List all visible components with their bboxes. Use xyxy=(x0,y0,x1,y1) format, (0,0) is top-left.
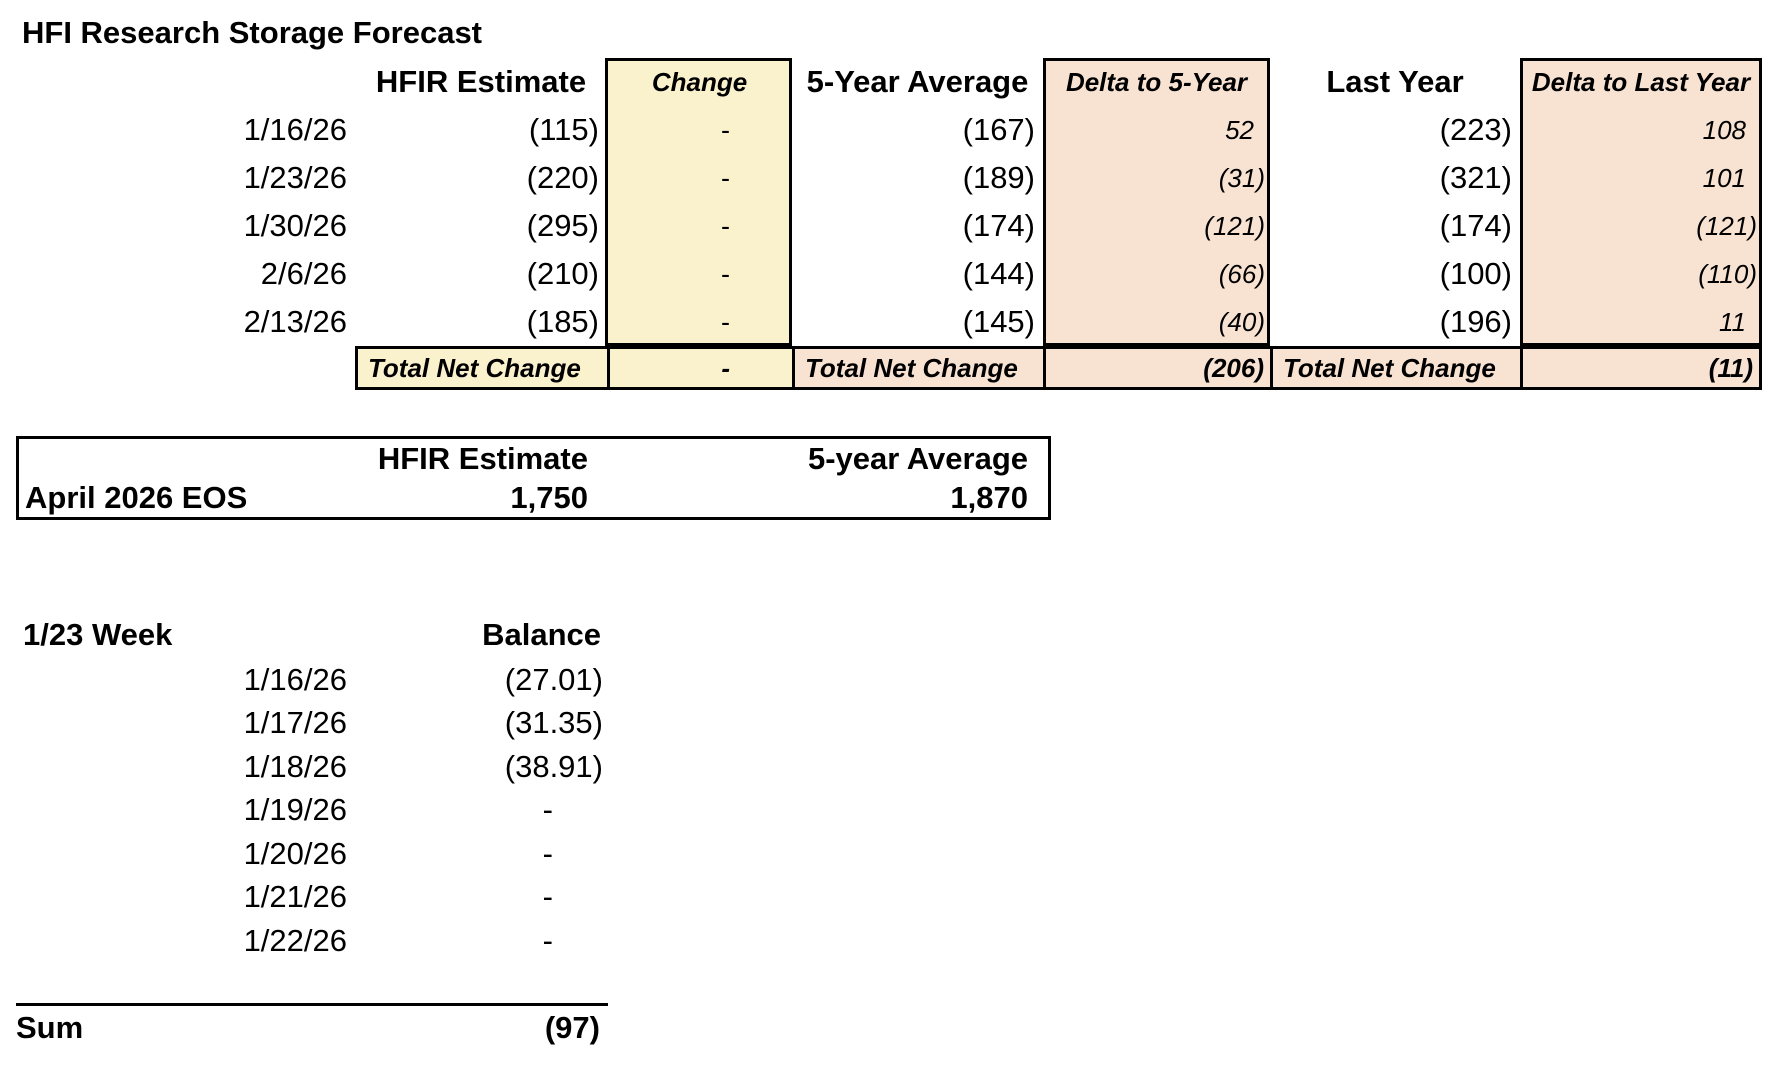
cell-change: - xyxy=(721,258,730,289)
cell-balance: (27.01) xyxy=(504,661,603,697)
cell-balance: (38.91) xyxy=(504,748,603,784)
col-header-5year-average: 5-Year Average xyxy=(806,64,1029,99)
cell-delta-last-year: (121) xyxy=(1696,210,1757,241)
cell-date: 1/20/26 xyxy=(243,835,347,871)
cell-delta-last-year: 101 xyxy=(1702,162,1746,193)
empty-cell xyxy=(19,439,349,478)
col-header-delta-last-year: Delta to Last Year xyxy=(1531,66,1751,97)
cell-date: 2/13/26 xyxy=(243,304,347,339)
cell-delta-5year: (121) xyxy=(1204,210,1265,241)
delta-lastyear-column-highlight xyxy=(1520,58,1762,346)
balance-row: 1/19/26 - xyxy=(16,789,608,833)
balance-column-header: Balance xyxy=(482,617,601,652)
cell-date: 1/16/26 xyxy=(243,661,347,697)
cell-change: - xyxy=(721,210,730,241)
cell-date: 1/18/26 xyxy=(243,748,347,784)
balance-row: 1/18/26 (38.91) xyxy=(16,745,608,789)
corner-cell xyxy=(0,58,355,106)
eos-header-hfir-estimate: HFIR Estimate xyxy=(377,440,588,476)
delta-5year-column-highlight xyxy=(1043,58,1270,346)
cell-5year-average: (145) xyxy=(962,304,1035,339)
cell-last-year: (196) xyxy=(1439,304,1512,339)
forecast-table: HFIR Estimate Change 5-Year Average Delt… xyxy=(0,58,1762,390)
eos-row-label: April 2026 EOS xyxy=(25,479,248,515)
col-header-delta-5year: Delta to 5-Year xyxy=(1065,66,1248,97)
cell-5year-average: (144) xyxy=(962,256,1035,291)
cell-hfir-estimate: (115) xyxy=(528,112,599,147)
cell-delta-last-year: 108 xyxy=(1702,114,1746,145)
cell-date: 1/16/26 xyxy=(243,112,347,147)
cell-hfir-estimate: (295) xyxy=(526,208,599,243)
week-header-row: 1/23 Week Balance xyxy=(16,612,608,658)
cell-balance: - xyxy=(542,792,553,828)
sum-value: (97) xyxy=(544,1009,600,1045)
cell-last-year: (321) xyxy=(1439,160,1512,195)
cell-balance: - xyxy=(542,879,553,915)
sum-divider xyxy=(16,1002,608,1006)
cell-change: - xyxy=(721,162,730,193)
cell-delta-last-year: 11 xyxy=(1719,306,1746,337)
col-header-last-year: Last Year xyxy=(1326,64,1464,99)
cell-date: 1/21/26 xyxy=(243,879,347,915)
cell-last-year: (100) xyxy=(1439,256,1512,291)
cell-date: 2/6/26 xyxy=(260,256,347,291)
change-column-highlight xyxy=(605,58,792,346)
total-delta-last-year-value: (11) xyxy=(1520,346,1762,390)
cell-balance: - xyxy=(542,922,553,958)
cell-delta-5year: (31) xyxy=(1218,162,1265,193)
cell-balance: (31.35) xyxy=(504,705,603,741)
cell-5year-average: (174) xyxy=(962,208,1035,243)
empty-cell xyxy=(0,346,355,390)
cell-balance: - xyxy=(542,835,553,871)
eos-5year-average-value: 1,870 xyxy=(950,479,1028,515)
cell-change: - xyxy=(721,114,730,145)
total-change-value: - xyxy=(607,346,792,390)
total-net-change-label: Total Net Change xyxy=(792,346,1043,390)
total-net-change-label: Total Net Change xyxy=(355,346,607,390)
cell-last-year: (223) xyxy=(1439,112,1512,147)
eos-hfir-estimate-value: 1,750 xyxy=(510,479,588,515)
cell-5year-average: (189) xyxy=(962,160,1035,195)
balance-row: 1/22/26 - xyxy=(16,919,608,963)
cell-change: - xyxy=(721,306,730,337)
balance-row: 1/17/26 (31.35) xyxy=(16,702,608,746)
cell-delta-5year: (66) xyxy=(1218,258,1265,289)
eos-table: HFIR Estimate 5-year Average April 2026 … xyxy=(16,436,1051,520)
page-title: HFI Research Storage Forecast xyxy=(22,15,483,50)
total-net-change-label: Total Net Change xyxy=(1270,346,1520,390)
cell-date: 1/23/26 xyxy=(243,160,347,195)
week-balance-section: 1/23 Week Balance 1/16/26 (27.01) 1/17/2… xyxy=(16,612,608,1050)
balance-row: 1/16/26 (27.01) xyxy=(16,658,608,702)
cell-date: 1/17/26 xyxy=(243,705,347,741)
cell-delta-5year: (40) xyxy=(1218,306,1265,337)
week-title: 1/23 Week xyxy=(23,617,173,652)
cell-hfir-estimate: (210) xyxy=(526,256,599,291)
cell-delta-5year: 52 xyxy=(1225,114,1254,145)
cell-hfir-estimate: (185) xyxy=(526,304,599,339)
cell-5year-average: (167) xyxy=(962,112,1035,147)
cell-date: 1/19/26 xyxy=(243,792,347,828)
sum-row: Sum (97) xyxy=(16,1006,608,1050)
col-header-change: Change xyxy=(651,66,748,97)
sum-label: Sum xyxy=(16,1009,84,1045)
total-delta-5year-value: (206) xyxy=(1043,346,1270,390)
balance-row: 1/21/26 - xyxy=(16,876,608,920)
eos-header-5year-average: 5-year Average xyxy=(807,440,1028,476)
forecast-grid: HFIR Estimate Change 5-Year Average Delt… xyxy=(0,58,1762,390)
cell-delta-last-year: (110) xyxy=(1698,258,1757,289)
cell-date: 1/30/26 xyxy=(243,208,347,243)
cell-hfir-estimate: (220) xyxy=(526,160,599,195)
cell-last-year: (174) xyxy=(1439,208,1512,243)
col-header-hfir-estimate: HFIR Estimate xyxy=(375,64,587,99)
balance-row: 1/20/26 - xyxy=(16,832,608,876)
cell-date: 1/22/26 xyxy=(243,922,347,958)
